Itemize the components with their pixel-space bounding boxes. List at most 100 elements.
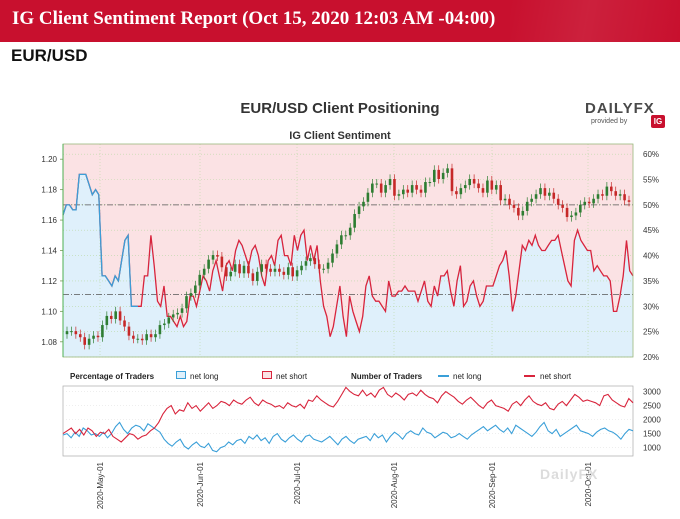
candle-body [176, 312, 179, 315]
candle-body [304, 261, 308, 266]
logo-provided-by: provided by [591, 118, 628, 125]
candle-body [260, 264, 264, 272]
candle-body [317, 264, 321, 269]
candle-body [96, 335, 100, 338]
candle-body [424, 182, 427, 193]
candle-body [109, 315, 113, 319]
legend-percentage-net-short: net short [276, 372, 308, 381]
legend-net-short-swatch [262, 371, 272, 379]
candle-body [614, 191, 618, 196]
candle-body [291, 267, 294, 277]
candle-body [163, 323, 166, 326]
candle-body [570, 215, 573, 218]
candle-body [340, 235, 343, 245]
candle-body [601, 194, 604, 196]
candle-body [123, 320, 126, 327]
candle-body [295, 270, 299, 277]
legend-net-long-swatch [176, 371, 186, 379]
candle-body [415, 185, 418, 190]
candle-body [379, 183, 383, 193]
y-right-tick-label: 30% [643, 302, 659, 311]
candle-body [348, 227, 352, 236]
lower-panel-legend: Percentage of Traders net long net short… [64, 368, 634, 386]
candle-body [627, 200, 631, 202]
candle-body [419, 189, 423, 193]
candle-body [101, 325, 104, 338]
candle-body [450, 168, 454, 192]
candle-body [525, 201, 529, 211]
candle-body [154, 334, 157, 338]
candle-body [587, 201, 591, 204]
candle-body [269, 268, 272, 272]
net-short-line [62, 173, 634, 337]
candle-body [185, 296, 188, 309]
candle-body [65, 331, 69, 335]
logo-daily: DAILY [585, 100, 634, 117]
candle-body [198, 274, 202, 286]
candle-body [335, 244, 339, 254]
candle-body [118, 311, 122, 321]
candle-body [92, 335, 95, 339]
y-right-tick-label: 55% [643, 176, 659, 185]
legend-percentage-net-long: net long [190, 372, 219, 381]
candle-body [548, 192, 551, 196]
candle-body [472, 178, 476, 184]
candle-body [357, 206, 361, 214]
candle-body [384, 185, 387, 193]
banner-decoration [510, 0, 680, 42]
candle-body [87, 338, 91, 345]
candle-body [539, 188, 542, 195]
candle-body [180, 308, 184, 313]
candle-body [251, 273, 255, 281]
candle-body [605, 186, 609, 196]
candle-body [441, 172, 445, 179]
candle-body [565, 207, 569, 218]
candle-body [534, 194, 538, 199]
lower-net-long-line [62, 421, 634, 453]
candle-body [233, 264, 237, 272]
x-tick-label: 2020-Aug-01 [390, 461, 399, 508]
x-tick-label: 2020-Oct-01 [584, 461, 593, 506]
candle-body [508, 198, 511, 205]
candle-body [428, 182, 432, 184]
candle-body [353, 213, 356, 228]
logo-wordmark: DAILYFX [585, 100, 655, 117]
watermark: DailyFX [540, 466, 599, 482]
y-left-tick-label: 1.08 [41, 338, 57, 347]
candle-body [512, 204, 516, 208]
y-left-tick-label: 1.16 [41, 216, 57, 225]
dailyfx-logo: DAILYFX provided by IG [585, 100, 670, 130]
candle-body [574, 212, 578, 216]
currency-pair-title: EUR/USD [11, 46, 88, 65]
report-title: IG Client Sentiment Report (Oct 15, 2020… [12, 8, 496, 29]
candle-body [371, 183, 374, 193]
candle-body [583, 201, 587, 205]
candle-body [561, 204, 564, 208]
x-tick-label: 2020-Jun-01 [196, 461, 205, 506]
y-right-tick-label: 20% [643, 353, 659, 362]
candle-body [366, 192, 370, 202]
candle-body [579, 204, 582, 213]
lower-plot-frame [62, 385, 634, 457]
candle-body [468, 178, 471, 186]
candle-body [264, 264, 268, 269]
candle-body [397, 194, 401, 196]
candle-body [552, 192, 556, 199]
candle-body [362, 201, 365, 207]
net-long-line [62, 173, 138, 307]
candle-body [300, 265, 303, 271]
candle-body [140, 338, 144, 341]
candle-body [344, 235, 348, 237]
candle-body [136, 338, 140, 340]
candle-body [78, 334, 82, 338]
candle-body [278, 268, 281, 272]
y-left-tick-label: 1.10 [41, 307, 57, 316]
candle-body [309, 258, 312, 262]
candle-body [255, 271, 259, 281]
candle-body [388, 178, 392, 186]
candle-body [194, 285, 197, 294]
candle-body [158, 325, 162, 335]
candle-body [432, 169, 436, 183]
legend-number-net-long-line [438, 375, 449, 377]
legend-percentage-title: Percentage of Traders [70, 372, 155, 381]
